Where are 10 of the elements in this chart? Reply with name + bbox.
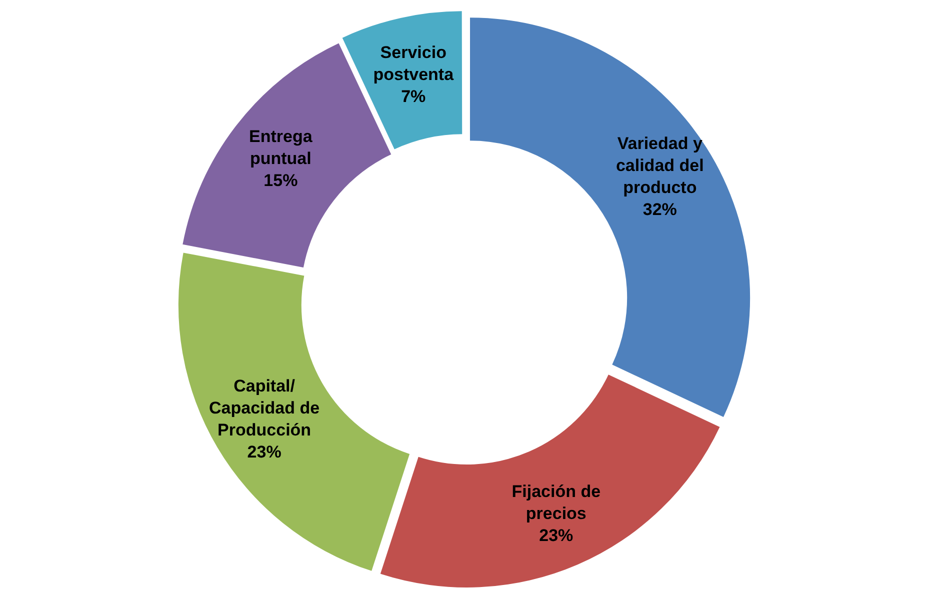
data-label: 32% [642,200,677,219]
slice-label: Fijación de precios [512,482,601,524]
data-label: 7% [401,86,426,106]
data-label: 23% [539,526,574,546]
slice-label: Servicio postventa [373,42,454,84]
data-label: 23% [247,442,282,462]
slice-label: Variedad y calidad del producto [616,134,704,197]
slice-label: Entrega puntual [249,126,313,168]
data-label: 15% [264,170,298,190]
slice-label: Capital/ Capacidad de Producción [209,376,320,440]
